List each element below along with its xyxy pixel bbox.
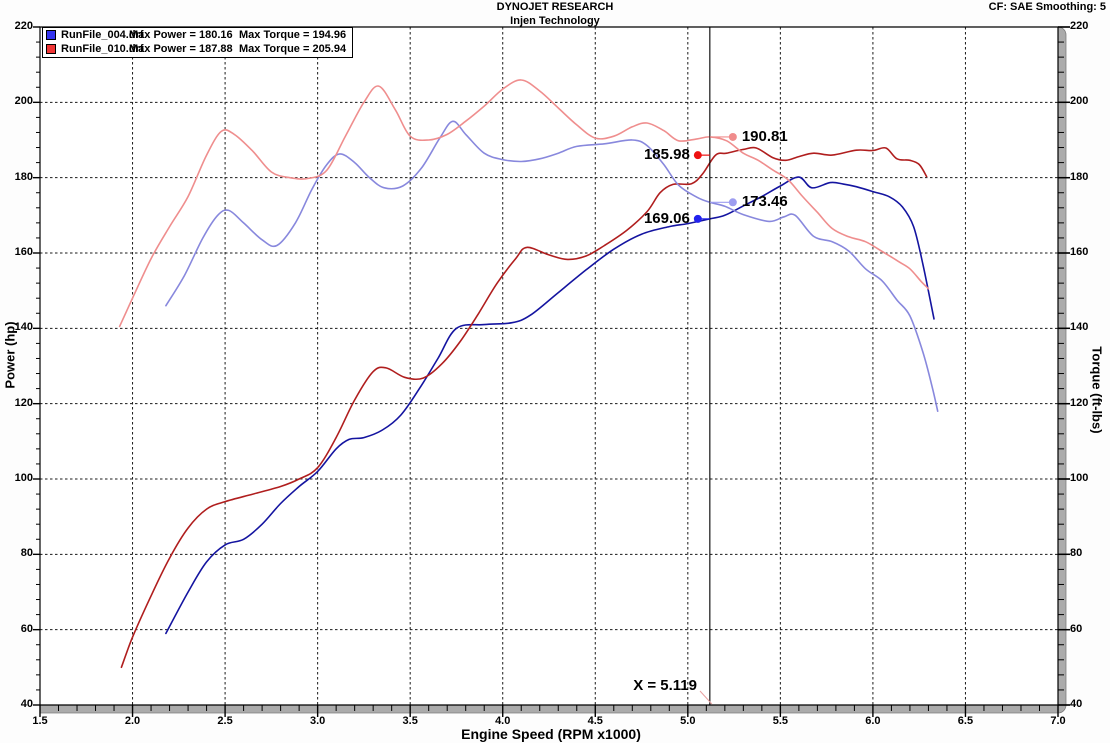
cursor-marker-dot	[693, 214, 702, 223]
legend-swatch-red-icon	[46, 44, 56, 54]
cursor-marker-dot	[728, 132, 737, 141]
curve-runfile-010-drf-torque-ft-lbs-	[118, 79, 930, 328]
legend-run-file: RunFile_004.drf	[61, 29, 144, 41]
legend-swatch-blue-icon	[46, 30, 56, 40]
legend-run-file: RunFile_010.drf	[61, 43, 144, 55]
curve-runfile-004-drf-power-hp-	[165, 176, 935, 635]
cursor-marker-dot	[693, 151, 702, 160]
legend-row: RunFile_010.drf Max Power = 187.88 Max T…	[43, 42, 352, 56]
legend-row: RunFile_004.drf Max Power = 180.16 Max T…	[43, 28, 352, 42]
legend-max-power: Max Power = 180.16	[129, 29, 233, 41]
curve-runfile-004-drf-torque-ft-lbs-	[165, 120, 939, 412]
legend-max-torque: Max Torque = 194.96	[239, 29, 347, 41]
cursor-marker-dot	[728, 198, 737, 207]
curve-runfile-010-drf-power-hp-	[120, 146, 928, 669]
legend-max-torque: Max Torque = 205.94	[239, 43, 347, 55]
legend-max-power: Max Power = 187.88	[129, 43, 233, 55]
legend-box: RunFile_004.drf Max Power = 180.16 Max T…	[42, 27, 353, 58]
